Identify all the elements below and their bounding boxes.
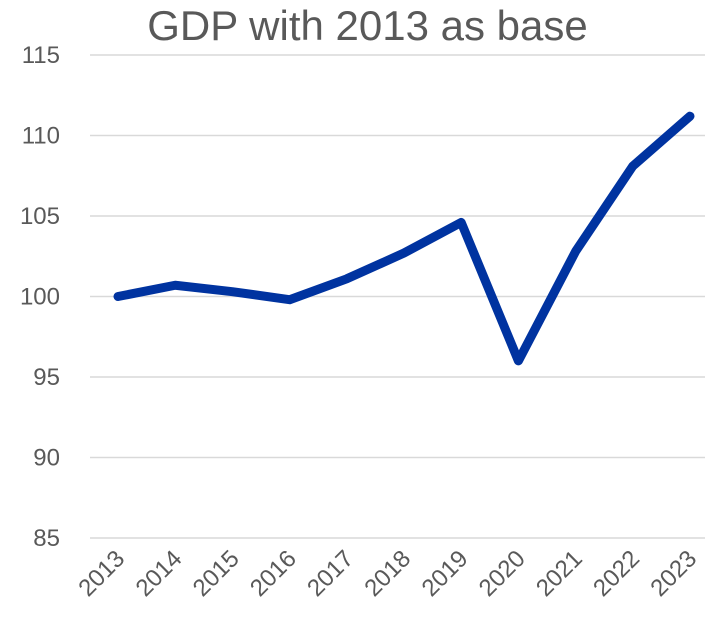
y-tick-label: 85: [33, 525, 60, 552]
chart-title: GDP with 2013 as base: [147, 2, 588, 49]
series-layer: [113, 111, 695, 366]
y-tick-label: 115: [22, 42, 60, 69]
x-tick-label: 2020: [474, 545, 531, 602]
x-tick-label: 2017: [302, 545, 359, 602]
x-tick-label: 2023: [645, 545, 702, 602]
x-tick-label: 2013: [73, 545, 130, 602]
x-tick-label: 2021: [531, 545, 588, 602]
x-axis-ticks: 2013 2014 2015 2016 2017 2018 2019 2020 2021 2022…: [73, 545, 702, 602]
y-tick-label: 110: [22, 123, 60, 150]
y-axis-ticks: 85 90 95 100 105 110 115: [20, 42, 60, 552]
x-tick-label: 2016: [245, 545, 302, 602]
x-tick-label: 2019: [417, 545, 474, 602]
x-tick-label: 2014: [131, 545, 188, 602]
y-tick-label: 100: [20, 284, 60, 311]
x-tick-label: 2018: [359, 545, 416, 602]
series-line: [113, 111, 695, 366]
y-tick-label: 105: [20, 203, 60, 230]
x-tick-label: 2022: [588, 545, 645, 602]
x-tick-label: 2015: [188, 545, 245, 602]
gridlines: [90, 54, 705, 539]
y-tick-label: 95: [33, 364, 60, 391]
y-tick-label: 90: [33, 445, 60, 472]
